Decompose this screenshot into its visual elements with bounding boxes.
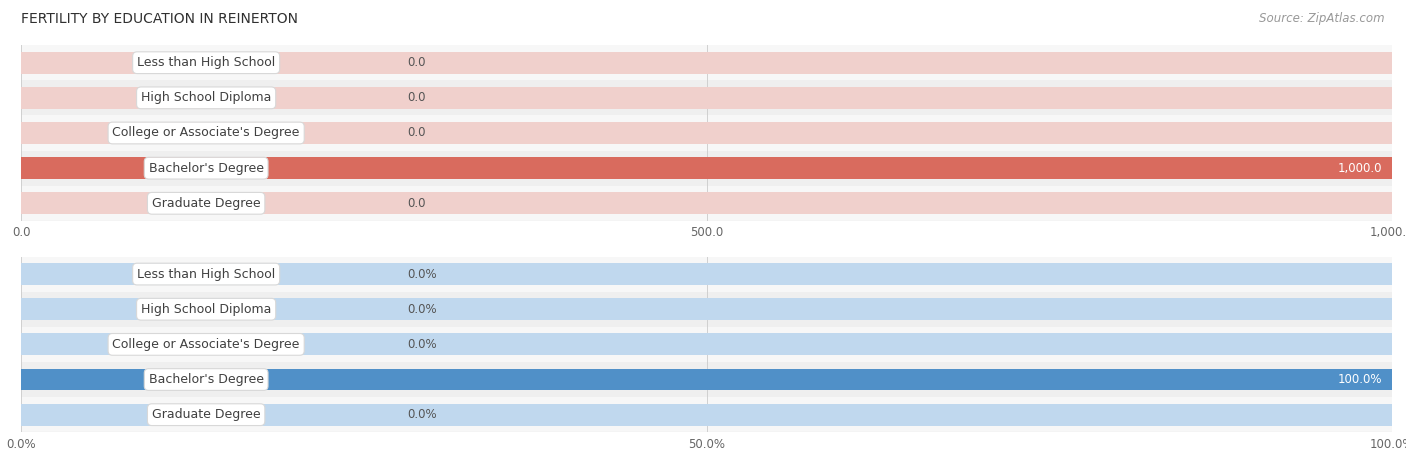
Text: 100.0%: 100.0% <box>1339 373 1382 386</box>
Bar <box>21 80 1392 115</box>
Text: 0.0: 0.0 <box>408 197 426 210</box>
Bar <box>21 369 1392 390</box>
Bar <box>21 122 1392 144</box>
Bar <box>21 292 1392 327</box>
Bar <box>21 333 1392 355</box>
Text: 0.0: 0.0 <box>408 126 426 140</box>
Bar <box>21 157 1392 179</box>
Text: 1,000.0: 1,000.0 <box>1339 162 1382 175</box>
Text: Bachelor's Degree: Bachelor's Degree <box>149 373 264 386</box>
Text: Graduate Degree: Graduate Degree <box>152 197 260 210</box>
Bar <box>21 369 1392 390</box>
Text: 0.0%: 0.0% <box>408 303 437 316</box>
Bar <box>21 151 1392 186</box>
Bar <box>21 256 1392 292</box>
Bar <box>21 186 1392 221</box>
Bar <box>21 397 1392 432</box>
Text: Graduate Degree: Graduate Degree <box>152 408 260 421</box>
Bar <box>21 157 1392 179</box>
Bar <box>21 52 1392 74</box>
Bar <box>21 45 1392 80</box>
Bar <box>21 192 1392 214</box>
Text: College or Associate's Degree: College or Associate's Degree <box>112 126 299 140</box>
Bar <box>21 327 1392 362</box>
Text: High School Diploma: High School Diploma <box>141 303 271 316</box>
Text: Less than High School: Less than High School <box>136 267 276 281</box>
Text: 0.0%: 0.0% <box>408 338 437 351</box>
Bar <box>21 263 1392 285</box>
Bar <box>21 404 1392 426</box>
Text: 0.0%: 0.0% <box>408 408 437 421</box>
Bar <box>21 87 1392 109</box>
Text: Bachelor's Degree: Bachelor's Degree <box>149 162 264 175</box>
Bar <box>21 298 1392 320</box>
Bar <box>21 115 1392 151</box>
Text: Less than High School: Less than High School <box>136 56 276 69</box>
Text: College or Associate's Degree: College or Associate's Degree <box>112 338 299 351</box>
Text: FERTILITY BY EDUCATION IN REINERTON: FERTILITY BY EDUCATION IN REINERTON <box>21 12 298 26</box>
Text: 0.0: 0.0 <box>408 91 426 104</box>
Text: High School Diploma: High School Diploma <box>141 91 271 104</box>
Bar <box>21 362 1392 397</box>
Text: Source: ZipAtlas.com: Source: ZipAtlas.com <box>1260 12 1385 25</box>
Text: 0.0%: 0.0% <box>408 267 437 281</box>
Text: 0.0: 0.0 <box>408 56 426 69</box>
